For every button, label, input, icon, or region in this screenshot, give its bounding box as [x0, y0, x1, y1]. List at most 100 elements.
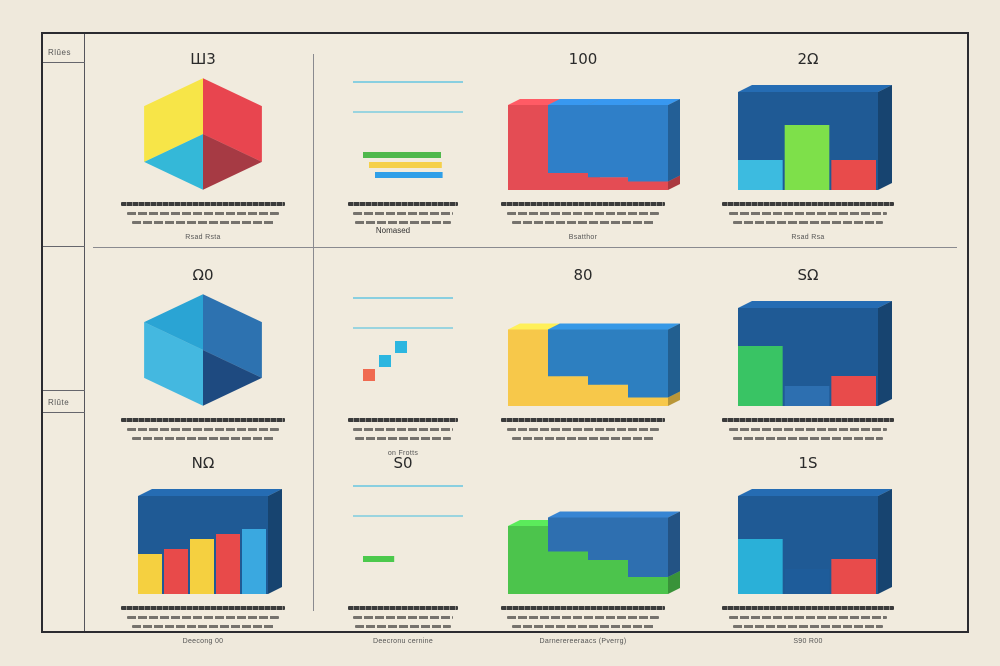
text-line: [511, 221, 655, 224]
chart-caption: Bsatthor: [568, 234, 598, 241]
chart-caption-block: Deecronu cernine: [333, 606, 473, 645]
bar: [548, 376, 588, 406]
bar-top: [628, 511, 680, 518]
pie-slice: [144, 322, 203, 406]
scatter-point: [395, 341, 407, 353]
bar: [508, 329, 548, 406]
scatter-point: [379, 355, 391, 367]
bar: [784, 125, 830, 190]
chart-graphic: [508, 511, 680, 594]
chart-graphic: [144, 294, 262, 406]
bar-top: [588, 323, 640, 330]
bar-top: [588, 99, 640, 105]
chart-caption-block: [478, 418, 688, 440]
text-line: [507, 428, 659, 431]
chart-caption: Deecronu cernine: [372, 638, 434, 645]
bar: [831, 376, 876, 406]
bar: [363, 556, 395, 562]
chart-caption-block: Rsad Rsta: [98, 202, 308, 241]
chart-caption-block: [98, 418, 308, 440]
caption-underline: [348, 606, 458, 610]
text-line: [511, 437, 655, 440]
chart-backdrop-top: [738, 85, 892, 92]
pie-slice: [144, 78, 203, 162]
divider-mark: Nomased: [375, 226, 411, 235]
chart-caption: on Frotts: [387, 450, 419, 457]
chart-caption: Deecong 00: [182, 638, 224, 645]
bar: [628, 577, 668, 594]
chart-tile: S0 Deecronu cernine: [333, 454, 473, 645]
chart-title: SΩ: [797, 266, 819, 284]
chart-tile: Ω0: [98, 266, 308, 446]
caption-underline: [501, 606, 665, 610]
pie-slice: [144, 134, 203, 190]
chart-graphic: [353, 81, 463, 178]
bar: [738, 160, 783, 190]
bar: [588, 105, 628, 178]
chart-backdrop-top: [738, 489, 892, 496]
chart-tile: NΩ Deecong 00: [98, 454, 308, 645]
bar: [628, 105, 668, 182]
chart-title: S0: [393, 454, 413, 472]
text-line: [507, 616, 659, 619]
text-line: [131, 437, 275, 440]
chart-tile: Darnerereeraacs (Pverrg): [478, 454, 688, 645]
sidebar-label-mid: Rlûte: [48, 398, 70, 407]
chart-tile: [333, 50, 473, 230]
chart-graphic: [738, 301, 892, 406]
chart-title: 2Ω: [797, 50, 819, 68]
bar: [548, 551, 588, 594]
chart-graphic: [508, 99, 680, 190]
chart-backdrop-top: [738, 301, 892, 308]
chart-backdrop-side: [878, 85, 892, 190]
bar-top: [508, 323, 560, 330]
text-line: [728, 428, 888, 431]
chart-caption-block: Rsad Rsa: [698, 202, 918, 241]
chart-graphic: [738, 85, 892, 190]
chart-caption-block: Darnerereeraacs (Pverrg): [478, 606, 688, 645]
pie-slice: [203, 134, 262, 190]
chart-backdrop-top: [138, 489, 282, 496]
sidebar-rule: [43, 412, 85, 413]
pie-slice: [203, 350, 262, 406]
bar: [588, 329, 628, 385]
chart-caption: Rsad Rsta: [185, 234, 221, 241]
chart-backdrop-side: [878, 489, 892, 594]
chart-caption: Rsad Rsa: [791, 234, 825, 241]
bar-top: [508, 520, 560, 526]
bar: [164, 549, 188, 594]
text-line: [352, 616, 454, 619]
row-divider: [93, 247, 957, 248]
chart-caption: Darnerereeraacs (Pverrg): [539, 638, 627, 645]
chart-backdrop-side: [878, 301, 892, 406]
chart-tile: on Frotts: [333, 266, 473, 457]
text-line: [733, 437, 883, 440]
chart-title: 100: [568, 50, 598, 68]
bar-top: [548, 99, 600, 105]
bar: [588, 384, 628, 406]
chart-graphic: [353, 485, 463, 562]
chart-graphic: [353, 297, 453, 381]
bar: [588, 177, 628, 190]
bar-side: [668, 323, 680, 398]
bar: [831, 559, 876, 594]
chart-caption-block: [333, 202, 473, 224]
bar: [784, 569, 830, 594]
bar: [628, 181, 668, 190]
chart-graphic: [138, 489, 282, 594]
sidebar: Rlûes Rlûte: [43, 34, 85, 631]
bar-top: [628, 99, 680, 105]
chart-backdrop-side: [268, 489, 282, 594]
pie-slice: [203, 294, 262, 378]
chart-tile: 100 Bsatthor: [478, 50, 688, 241]
text-line: [131, 221, 275, 224]
text-line: [728, 212, 888, 215]
bar-side: [668, 99, 680, 182]
bar: [738, 539, 783, 594]
chart-graphic: [508, 323, 680, 406]
infographic-frame: Rlûes Rlûte Nomased Ш3 Rsad Rsta 100 Bsa…: [41, 32, 969, 645]
bar: [628, 329, 668, 398]
chart-title: Ш3: [190, 50, 216, 68]
bar: [369, 162, 442, 168]
caption-underline: [121, 418, 285, 422]
